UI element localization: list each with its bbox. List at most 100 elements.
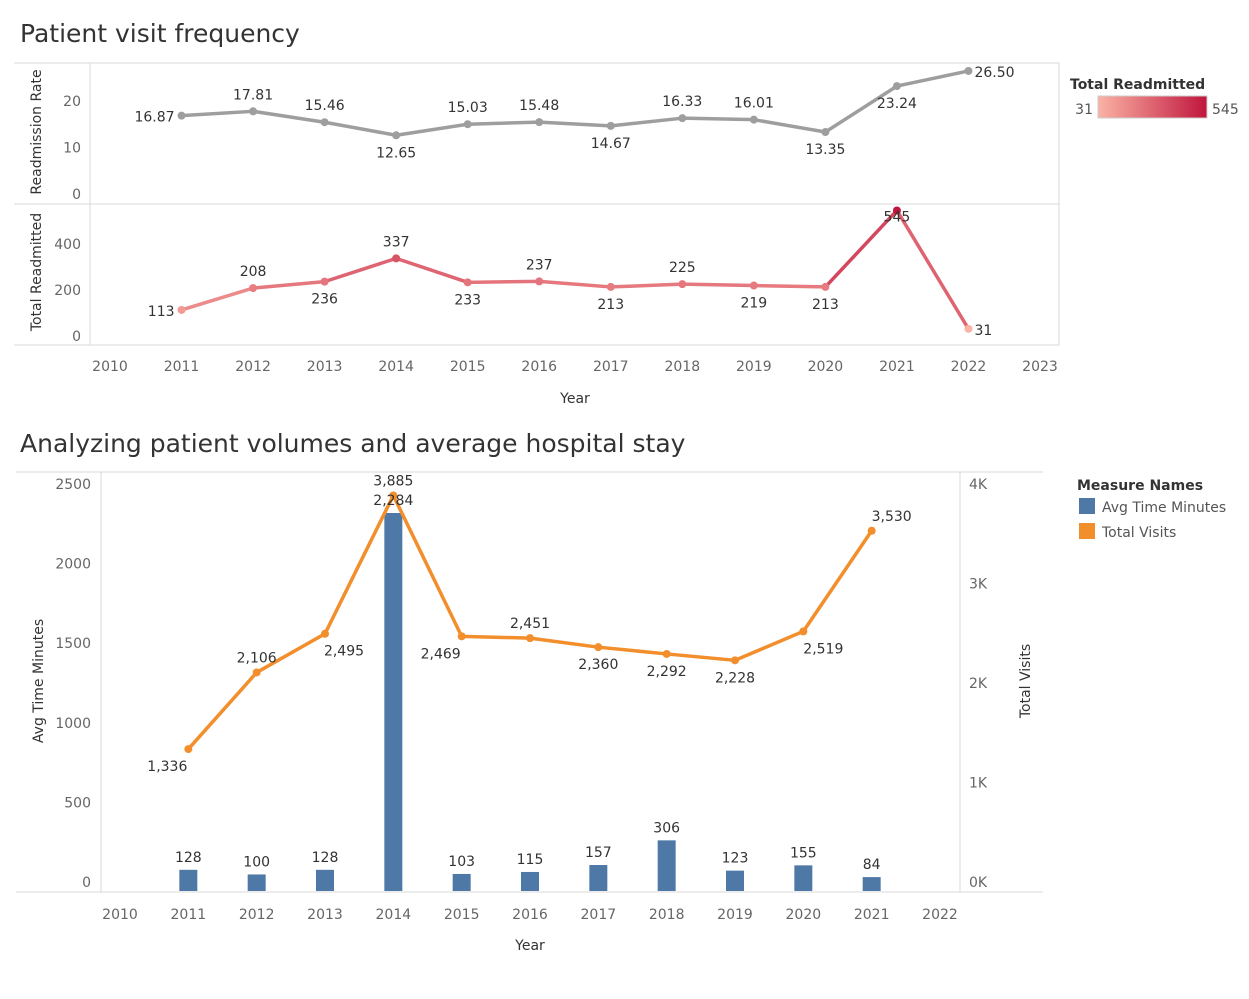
readmission-rate-segment bbox=[680, 116, 756, 122]
total-visits-point-2016[interactable] bbox=[526, 634, 534, 643]
avg-time-label-2014: 2,284 bbox=[373, 493, 413, 509]
total-readmitted-segment bbox=[179, 286, 255, 312]
total-visits-point-2021[interactable] bbox=[867, 526, 876, 535]
x-tick-2022: 2022 bbox=[951, 359, 987, 375]
readmission-rate-label-2020: 13.35 bbox=[805, 142, 845, 158]
x-tick-2016: 2016 bbox=[521, 359, 557, 375]
readmission-rate-point-2013[interactable] bbox=[320, 118, 329, 127]
left-y-tick-2500: 2500 bbox=[55, 477, 91, 493]
total-visits-point-2017[interactable] bbox=[594, 643, 603, 652]
avg-time-label-2012: 100 bbox=[243, 854, 270, 870]
x-tick-2019: 2019 bbox=[736, 359, 772, 375]
readmission-rate-segment bbox=[179, 109, 255, 118]
readmission-rate-segment bbox=[537, 120, 613, 128]
readmission-rate-label-2011: 16.87 bbox=[134, 110, 174, 126]
total-readmitted-point-2016[interactable] bbox=[535, 277, 544, 286]
total-visits-point-2014[interactable] bbox=[389, 491, 398, 500]
avg-time-bar-2019[interactable] bbox=[726, 870, 744, 891]
panel2-y-tick-400: 400 bbox=[54, 237, 81, 253]
right-y-tick-4000: 4K bbox=[969, 477, 988, 493]
total-readmitted-label-2016: 237 bbox=[526, 257, 553, 273]
legend-label-avg-time: Avg Time Minutes bbox=[1102, 500, 1226, 516]
chart1-title: Patient visit frequency bbox=[20, 19, 300, 48]
avg-time-bar-2012[interactable] bbox=[247, 874, 266, 891]
panel1-y-axis-title: Readmission Rate bbox=[29, 69, 45, 194]
readmission-rate-segment bbox=[895, 69, 971, 88]
x-tick-2021: 2021 bbox=[879, 359, 915, 375]
readmission-rate-point-2012[interactable] bbox=[249, 107, 258, 116]
avg-time-bar-2020[interactable] bbox=[794, 865, 813, 891]
avg-time-bar-2016[interactable] bbox=[521, 871, 539, 891]
x-tick-2017: 2017 bbox=[593, 359, 629, 375]
readmission-rate-point-2020[interactable] bbox=[821, 128, 830, 137]
readmission-chart: Readmission Rate Total Readmitted Year 0… bbox=[14, 62, 1239, 407]
right-y-tick-0: 0K bbox=[969, 875, 988, 891]
readmission-rate-label-2014: 12.65 bbox=[376, 145, 416, 161]
panel2-y-axis-title: Total Readmitted bbox=[29, 213, 45, 332]
total-visits-label-2017: 2,360 bbox=[578, 657, 618, 673]
left-y-tick-1500: 1500 bbox=[55, 636, 91, 652]
total-readmitted-point-2017[interactable] bbox=[606, 282, 615, 291]
chart2-x-tick-2013: 2013 bbox=[307, 907, 343, 923]
total-readmitted-point-2021[interactable] bbox=[892, 206, 901, 215]
readmission-rate-label-2022: 26.50 bbox=[974, 65, 1014, 81]
chart2-x-tick-2014: 2014 bbox=[376, 907, 412, 923]
avg-time-label-2016: 115 bbox=[517, 852, 544, 868]
total-readmitted-label-2018: 225 bbox=[669, 260, 696, 276]
total-readmitted-point-2014[interactable] bbox=[392, 254, 401, 263]
total-visits-point-2011[interactable] bbox=[184, 745, 193, 754]
total-visits-point-2012[interactable] bbox=[252, 668, 261, 677]
total-readmitted-label-2021: 545 bbox=[884, 209, 911, 225]
total-readmitted-label-2011: 113 bbox=[148, 304, 175, 320]
total-visits-label-2011: 1,336 bbox=[147, 759, 187, 775]
chart2-x-tick-2018: 2018 bbox=[649, 907, 685, 923]
total-readmitted-point-2012[interactable] bbox=[249, 284, 258, 293]
total-visits-point-2015[interactable] bbox=[457, 632, 466, 641]
total-visits-label-2020: 2,519 bbox=[803, 641, 843, 657]
total-visits-point-2020[interactable] bbox=[799, 627, 808, 636]
chart2-x-tick-2019: 2019 bbox=[717, 907, 753, 923]
chart2-x-tick-2012: 2012 bbox=[239, 907, 275, 923]
readmission-rate-segment bbox=[609, 116, 685, 128]
total-readmitted-point-2019[interactable] bbox=[749, 281, 758, 290]
x-tick-2020: 2020 bbox=[808, 359, 844, 375]
readmission-rate-point-2015[interactable] bbox=[463, 120, 472, 129]
x-tick-2018: 2018 bbox=[664, 359, 700, 375]
total-readmitted-point-2022[interactable] bbox=[964, 324, 973, 333]
avg-time-bar-2021[interactable] bbox=[862, 877, 881, 891]
readmission-rate-point-2021[interactable] bbox=[892, 82, 901, 91]
readmission-rate-point-2018[interactable] bbox=[678, 114, 687, 123]
total-visits-label-2019: 2,228 bbox=[715, 670, 755, 686]
readmission-rate-segment bbox=[322, 120, 398, 138]
chart2-x-tick-2011: 2011 bbox=[171, 907, 207, 923]
total-readmitted-point-2011[interactable] bbox=[177, 305, 186, 314]
avg-time-bar-2018[interactable] bbox=[657, 840, 676, 891]
readmission-rate-point-2014[interactable] bbox=[392, 131, 401, 140]
total-visits-point-2018[interactable] bbox=[662, 649, 671, 658]
total-readmitted-label-2017: 213 bbox=[597, 297, 624, 313]
total-readmitted-segment bbox=[680, 282, 756, 288]
readmission-rate-point-2022[interactable] bbox=[964, 66, 973, 75]
avg-time-bar-2011[interactable] bbox=[179, 869, 198, 891]
total-visits-point-2019[interactable] bbox=[731, 656, 739, 665]
avg-time-bar-2015[interactable] bbox=[452, 873, 471, 891]
total-readmitted-point-2020[interactable] bbox=[821, 282, 830, 291]
readmission-rate-point-2016[interactable] bbox=[535, 118, 544, 127]
total-readmitted-point-2015[interactable] bbox=[463, 278, 472, 287]
avg-time-bar-2017[interactable] bbox=[589, 865, 608, 891]
total-visits-label-2015: 2,469 bbox=[421, 646, 461, 662]
avg-time-bar-2013[interactable] bbox=[316, 869, 334, 891]
readmission-rate-label-2021: 23.24 bbox=[877, 96, 917, 112]
readmission-rate-point-2011[interactable] bbox=[177, 111, 186, 120]
total-visits-point-2013[interactable] bbox=[321, 629, 329, 638]
chart2-x-tick-2010: 2010 bbox=[102, 907, 138, 923]
x-tick-2015: 2015 bbox=[450, 359, 486, 375]
readmission-rate-point-2019[interactable] bbox=[749, 115, 758, 124]
x-tick-2010: 2010 bbox=[92, 359, 128, 375]
total-readmitted-point-2018[interactable] bbox=[678, 280, 687, 289]
total-readmitted-segment bbox=[251, 279, 327, 290]
total-readmitted-point-2013[interactable] bbox=[320, 277, 329, 286]
left-y-tick-500: 500 bbox=[64, 795, 91, 811]
avg-time-bar-2014[interactable] bbox=[384, 513, 403, 891]
readmission-rate-point-2017[interactable] bbox=[606, 121, 615, 130]
